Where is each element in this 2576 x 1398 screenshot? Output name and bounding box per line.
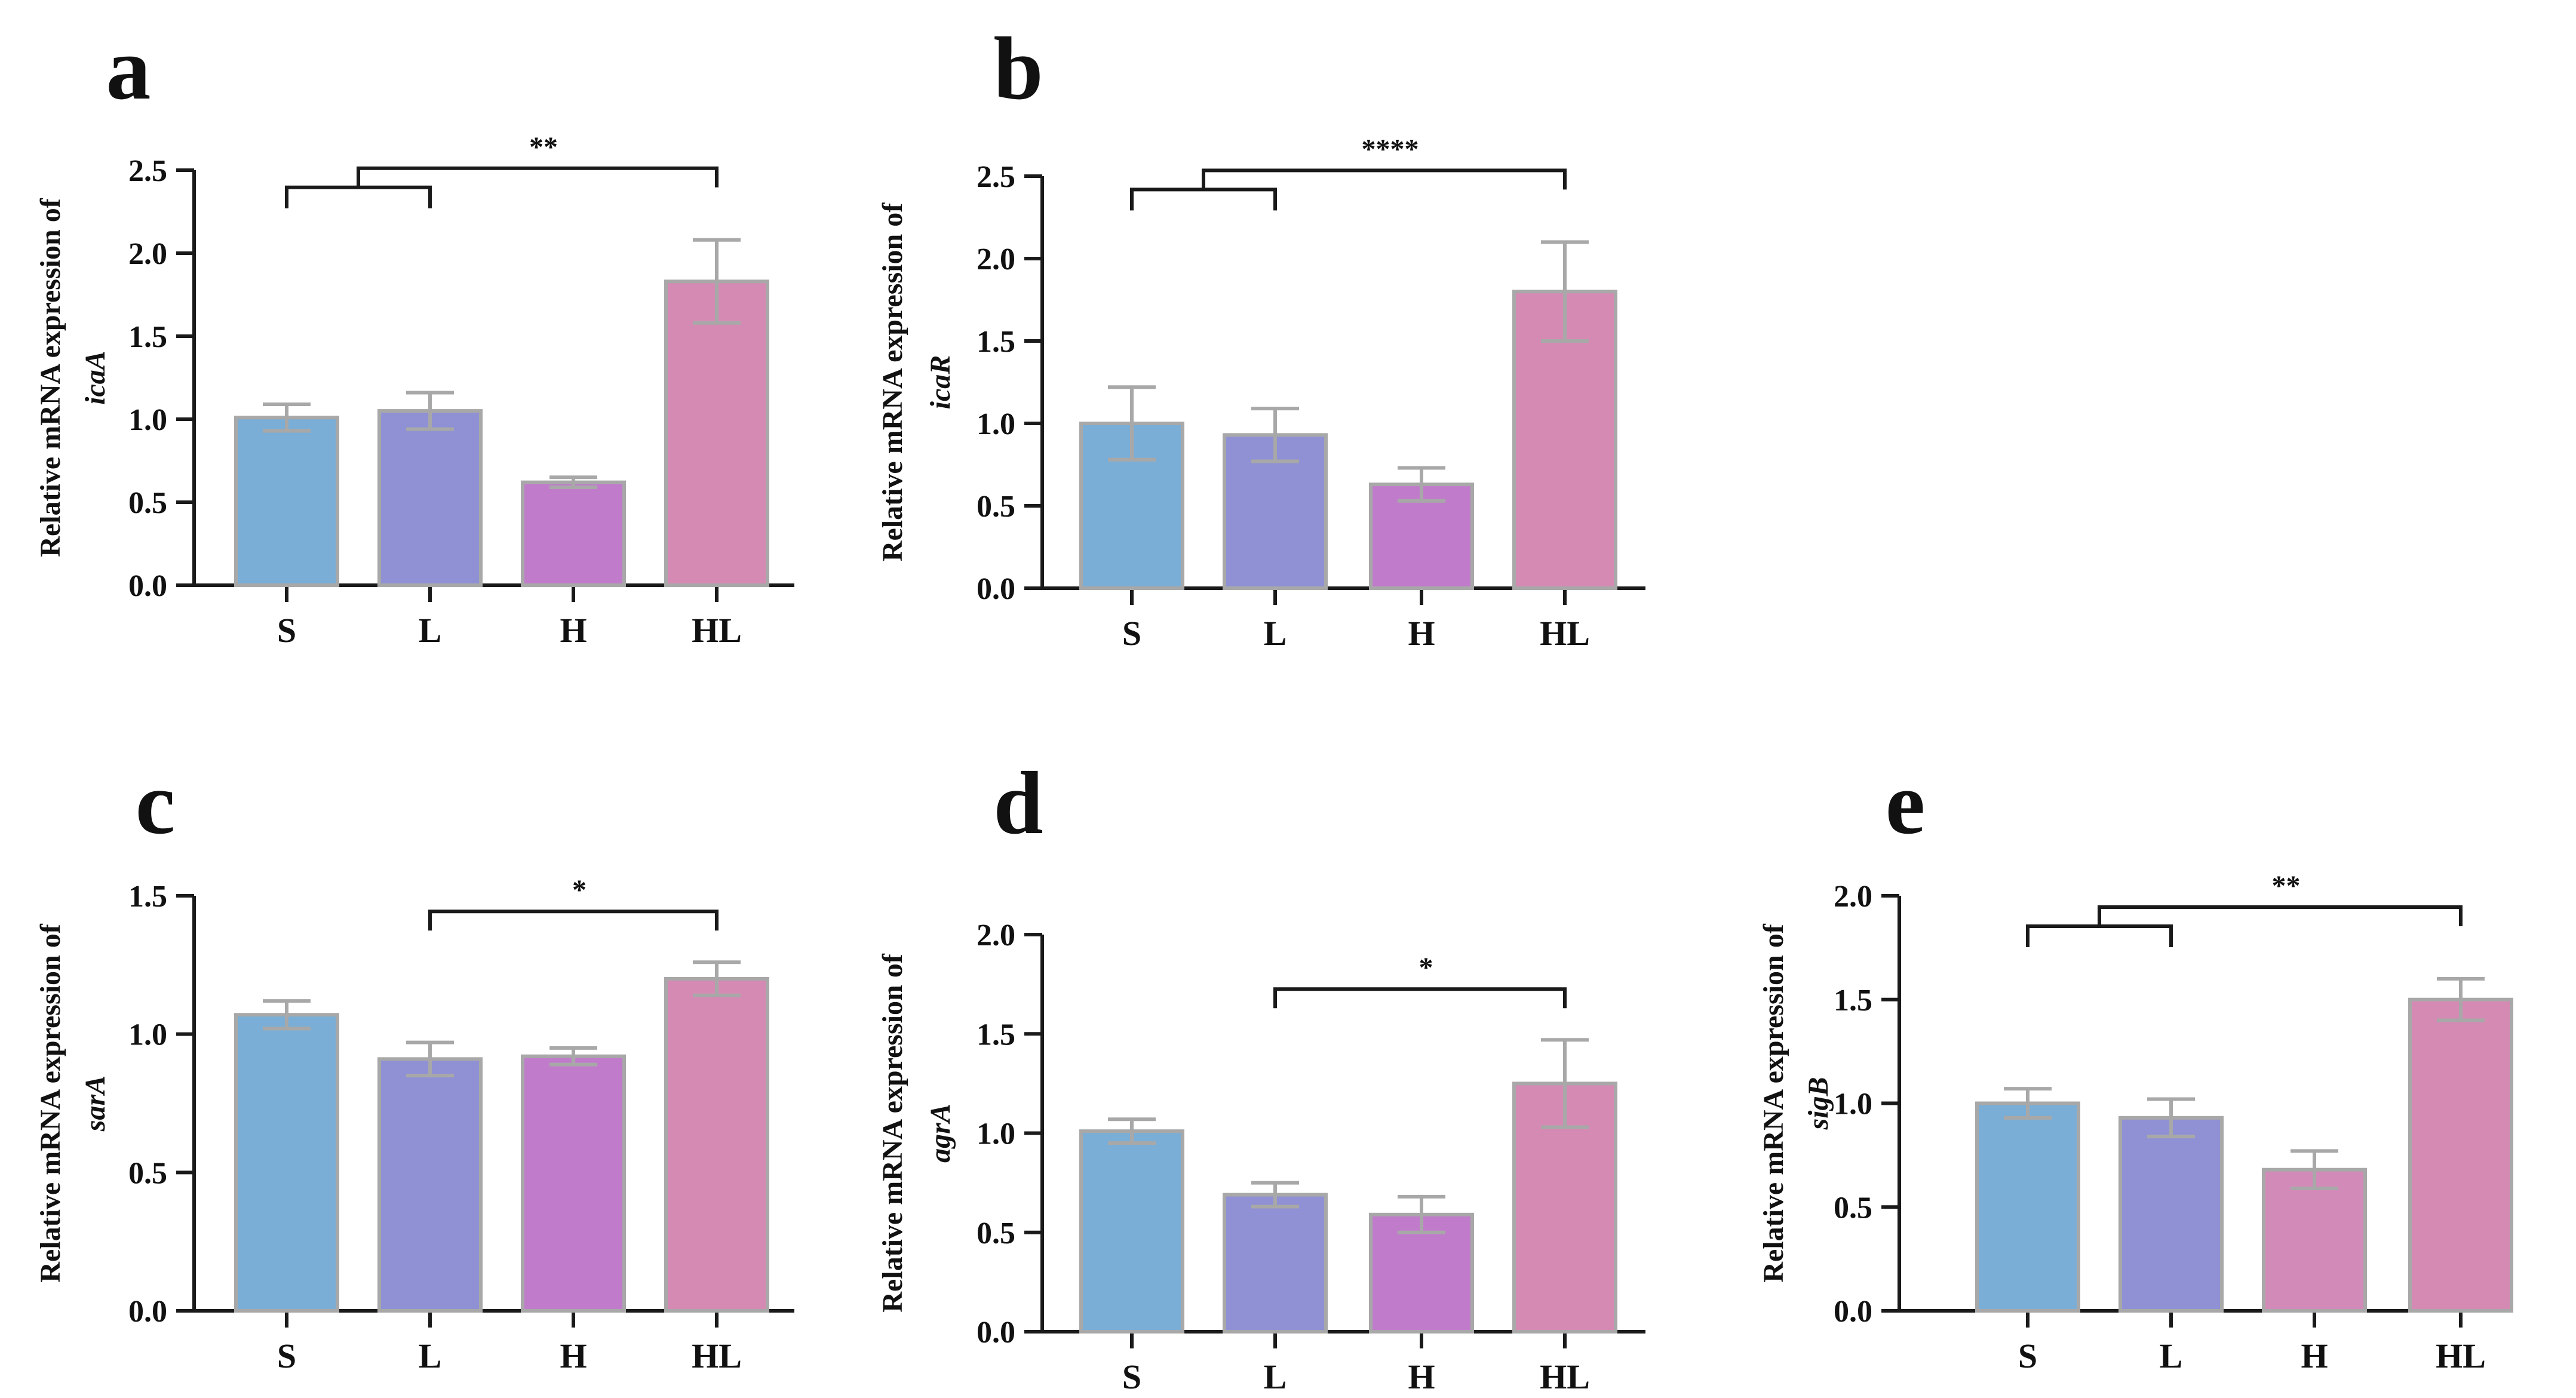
panel-letter: e [1886, 754, 1926, 853]
y-tick-label: 0.5 [977, 490, 1015, 524]
y-tick-label: 0.0 [128, 569, 167, 603]
bar-HL [664, 977, 769, 1313]
category-label: S [1122, 1357, 1141, 1396]
y-tick-label: 0.0 [977, 1316, 1015, 1350]
y-tick-label: 2.5 [128, 154, 167, 188]
panel-letter: d [993, 754, 1043, 853]
y-tick-label: 1.5 [128, 880, 167, 914]
category-label: HL [692, 611, 742, 650]
y-tick-label: 1.5 [1834, 984, 1872, 1018]
significance-bracket [428, 910, 719, 931]
category-label: S [2018, 1336, 2037, 1375]
y-axis-gene-label: sarA [79, 1076, 111, 1132]
y-tick-label: 0.0 [977, 572, 1015, 606]
y-tick-label: 0.0 [128, 1295, 167, 1329]
y-axis-label: Relative mRNA expression of [35, 198, 66, 557]
category-label: H [1408, 614, 1435, 653]
bar-S [234, 416, 339, 587]
chart-panel-b: b 0.0 0.5 1.0 1.5 2.0 2.5 Relative mRNA express… [877, 19, 1645, 653]
y-tick-label: 0.5 [977, 1216, 1015, 1250]
significance-label: * [1419, 952, 1433, 984]
y-tick-label: 0.5 [1834, 1191, 1872, 1225]
category-label: S [1122, 614, 1141, 653]
y-tick-label: 1.5 [977, 325, 1015, 359]
significance-label: **** [1362, 133, 1419, 165]
significance-bracket-upper [357, 166, 719, 188]
category-label: L [1264, 614, 1287, 653]
y-tick-label: 0.5 [128, 486, 167, 520]
bar-L [377, 409, 483, 587]
bar-L [2118, 1116, 2224, 1313]
y-axis-gene-label: icaA [79, 351, 111, 405]
category-label: HL [1540, 1357, 1590, 1396]
y-axis-label: Relative mRNA expression of [1758, 923, 1789, 1282]
bar-HL [664, 279, 769, 587]
y-tick-label: 1.0 [128, 1018, 167, 1052]
y-tick-label: 1.0 [977, 1117, 1015, 1151]
significance-label: * [572, 874, 587, 906]
significance-bracket-upper [1202, 168, 1567, 190]
category-label: S [277, 1336, 296, 1375]
bar-H [521, 1054, 626, 1313]
y-axis-label: Relative mRNA expression of [877, 202, 908, 561]
category-label: H [2301, 1336, 2328, 1375]
y-tick-label: 2.5 [977, 160, 1015, 194]
y-tick-label: 2.0 [128, 237, 167, 271]
chart-panel-a: a 0.0 0.5 1.0 1.5 2.0 2.5 Relative mRNA express… [35, 19, 794, 650]
y-axis-gene-label: icaR [925, 355, 956, 410]
y-tick-label: 0.0 [1834, 1295, 1872, 1329]
category-label: H [560, 611, 587, 650]
category-label: H [1408, 1357, 1435, 1396]
chart-panel-c: c 0.0 0.5 1.0 1.5 Relative mRNA expression of… [35, 754, 794, 1375]
y-tick-label: 1.5 [977, 1018, 1015, 1052]
chart-panel-e: e 0.0 0.5 1.0 1.5 2.0 Relative mRNA expression… [1758, 754, 2513, 1375]
y-tick-label: 1.0 [977, 407, 1015, 441]
significance-bracket [1130, 188, 1277, 211]
y-axis-gene-label: sigB [1803, 1077, 1834, 1130]
panel-letter: b [993, 19, 1043, 118]
significance-label: ** [529, 131, 558, 163]
category-label: HL [2436, 1336, 2486, 1375]
y-axis-label: Relative mRNA expression of [35, 923, 66, 1282]
significance-bracket [1273, 987, 1567, 1009]
bar-H [2262, 1167, 2367, 1313]
y-tick-label: 2.0 [977, 918, 1015, 953]
bar-HL [2408, 997, 2513, 1313]
significance-label: ** [2272, 870, 2301, 902]
category-label: H [560, 1336, 587, 1375]
category-label: HL [1540, 614, 1590, 653]
y-tick-label: 1.0 [1834, 1087, 1872, 1122]
category-label: L [1264, 1357, 1287, 1396]
y-tick-label: 0.5 [128, 1156, 167, 1190]
significance-bracket [285, 185, 432, 208]
y-axis-gene-label: agrA [925, 1104, 956, 1163]
bar-S [1079, 1129, 1184, 1334]
panel-letter: c [136, 754, 176, 853]
category-label: HL [692, 1336, 742, 1375]
chart-panel-d: d 0.0 0.5 1.0 1.5 2.0 Relative mRNA expression… [877, 754, 1645, 1396]
y-tick-label: 2.0 [977, 242, 1015, 276]
significance-bracket-upper [2098, 905, 2463, 926]
y-tick-label: 1.0 [128, 403, 167, 437]
category-label: L [2160, 1336, 2183, 1375]
panel-letter: a [106, 19, 151, 118]
bar-S [1975, 1101, 2080, 1313]
bar-L [1223, 1193, 1328, 1334]
y-axis-label: Relative mRNA expression of [877, 953, 908, 1312]
y-tick-label: 2.0 [1834, 880, 1872, 914]
bar-S [234, 1013, 339, 1313]
significance-bracket [2026, 924, 2173, 947]
y-tick-label: 1.5 [128, 320, 167, 354]
category-label: L [419, 611, 442, 650]
category-label: S [277, 611, 296, 650]
bar-H [521, 480, 626, 588]
category-label: L [419, 1336, 442, 1375]
bar-L [377, 1057, 483, 1313]
